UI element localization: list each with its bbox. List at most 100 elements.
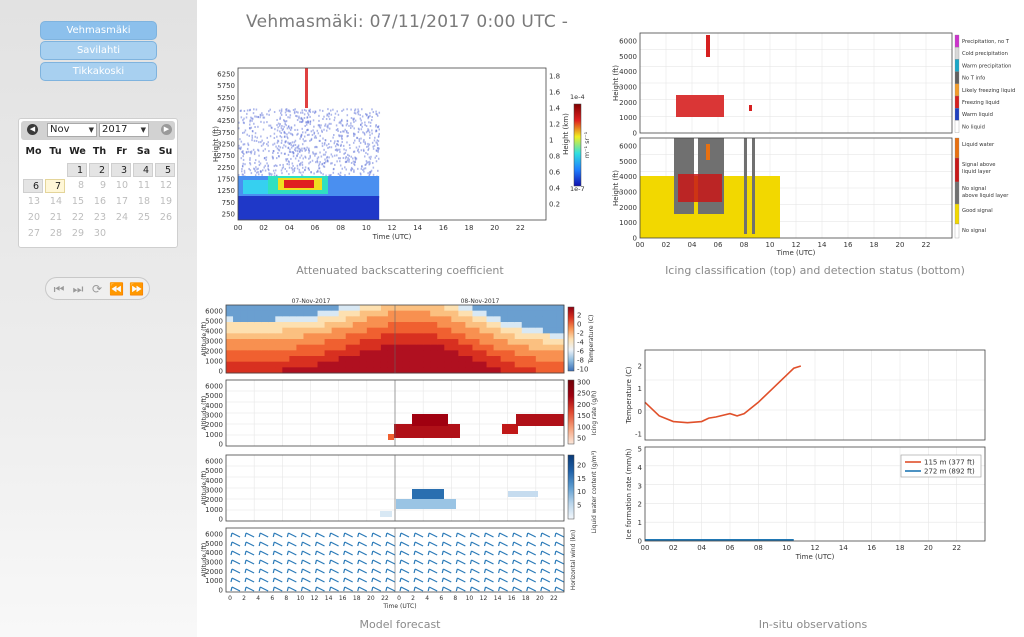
- insitu-xtick-2: 04: [697, 544, 706, 552]
- backscatter-ylabel: Height (ft): [212, 126, 220, 162]
- calendar-day-11[interactable]: 11: [137, 180, 150, 191]
- backscatter-y2tick-2: 1.4: [549, 105, 561, 113]
- forecast-lwc-cbtick-0: 20: [577, 462, 586, 470]
- backscatter-ytick-4: 4250: [217, 117, 235, 125]
- calendar-day-27[interactable]: 27: [27, 228, 40, 239]
- prev-month-icon[interactable]: ◀: [27, 124, 38, 135]
- calendar-day-13[interactable]: 13: [27, 196, 40, 207]
- rewind-icon[interactable]: ⏪: [109, 282, 124, 296]
- site-button-tikkakoski[interactable]: Tikkakoski: [40, 62, 157, 81]
- calendar-day-18[interactable]: 18: [137, 196, 150, 207]
- insitu-xtick-5: 10: [782, 544, 791, 552]
- icing-top-ytick-2: 4000: [619, 68, 637, 76]
- forecast-ytick-0-1: 5000: [205, 318, 223, 326]
- backscatter-precip: [305, 68, 308, 108]
- calendar-day-21[interactable]: 21: [49, 212, 62, 223]
- calendar-day-10[interactable]: 10: [115, 180, 128, 191]
- weekday-su: Su: [158, 146, 173, 157]
- sidebar: Vehmasmäki Savilahti Tikkakoski ◀ Nov ▼ 2…: [0, 0, 197, 637]
- next-icon[interactable]: ⏭: [72, 282, 84, 296]
- backscatter-cb-bottom: 1e-7: [570, 185, 585, 193]
- fast-forward-icon[interactable]: ⏩: [129, 282, 144, 296]
- year-select[interactable]: 2017 ▼: [99, 123, 149, 137]
- calendar-day-17[interactable]: 17: [115, 196, 128, 207]
- forecast-temp-cells: [226, 305, 565, 374]
- backscatter-ytick-9: 1750: [217, 176, 235, 184]
- first-icon[interactable]: ⏮: [53, 282, 65, 296]
- forecast-temp-cbtick-2: -2: [577, 330, 584, 338]
- icing-bottom-legend-swatch-3: [954, 203, 960, 225]
- icing-xtick-9: 18: [870, 241, 879, 249]
- refresh-icon[interactable]: ⟳: [91, 282, 103, 296]
- forecast-xtick-12: 0: [397, 595, 401, 602]
- forecast-xtick-2: 4: [256, 595, 260, 602]
- backscatter-xtick-3: 06: [311, 224, 320, 232]
- insitu-xtick-7: 14: [839, 544, 848, 552]
- calendar-day-29[interactable]: 29: [71, 228, 84, 239]
- insitu-temp-ytick-0: 2: [638, 363, 642, 371]
- calendar-day-12[interactable]: 12: [159, 180, 172, 191]
- weekday-fr: Fr: [116, 146, 127, 157]
- forecast-lwc-cblabel: Liquid water content (g/m³): [591, 451, 598, 534]
- calendar-day-16[interactable]: 16: [93, 196, 106, 207]
- backscatter-xtick-6: 12: [388, 224, 397, 232]
- forecast-xtick-13: 2: [411, 595, 415, 602]
- backscatter-y2tick-4: 1: [549, 137, 553, 145]
- backscatter-ytick-10: 1250: [217, 187, 235, 195]
- forecast-xlabel: Time (UTC): [382, 603, 416, 610]
- forecast-xtick-0: 0: [228, 595, 232, 602]
- backscatter-ytick-0: 6250: [217, 71, 235, 79]
- insitu-xtick-8: 16: [867, 544, 876, 552]
- forecast-icing-cell-2: [412, 414, 448, 426]
- forecast-xtick-19: 14: [494, 595, 502, 602]
- calendar-day-19[interactable]: 19: [159, 196, 172, 207]
- insitu-ice-ytick-0: 5: [638, 446, 642, 454]
- calendar-day-30[interactable]: 30: [93, 228, 106, 239]
- forecast-icing-cell-4: [516, 414, 564, 426]
- calendar-day-20[interactable]: 20: [27, 212, 40, 223]
- forecast-icing-cell-1: [394, 424, 460, 438]
- forecast-lwc-cell-2: [380, 511, 392, 517]
- backscatter-xtick-8: 16: [439, 224, 448, 232]
- calendar-day-25[interactable]: 25: [137, 212, 150, 223]
- site-button-vehmasmaki[interactable]: Vehmasmäki: [40, 21, 157, 40]
- weekday-tu: Tu: [49, 146, 62, 157]
- forecast-lwc-cell-0: [396, 499, 456, 509]
- calendar-day-9[interactable]: 9: [99, 180, 106, 191]
- weekday-we: We: [69, 146, 86, 157]
- calendar-day-2[interactable]: 2: [89, 163, 109, 177]
- backscatter-ytick-8: 2250: [217, 164, 235, 172]
- backscatter-layer-4: [284, 180, 314, 188]
- forecast-xtick-9: 18: [353, 595, 361, 602]
- insitu-temp-ytick-3: -1: [635, 431, 642, 439]
- month-select[interactable]: Nov ▼: [47, 123, 97, 137]
- icing-freezing-liquid: [676, 95, 724, 117]
- forecast-ytick-3-5: 1000: [205, 577, 223, 585]
- forecast-ytick-3-2: 4000: [205, 549, 223, 557]
- forecast-xtick-18: 12: [480, 595, 488, 602]
- insitu-xtick-6: 12: [811, 544, 820, 552]
- next-month-icon[interactable]: ▶: [161, 124, 172, 135]
- icing-bottom-frame: [639, 137, 953, 239]
- calendar-day-22[interactable]: 22: [71, 212, 84, 223]
- forecast-date-1: 08-Nov-2017: [461, 298, 500, 305]
- calendar-day-5[interactable]: 5: [155, 163, 175, 177]
- calendar-day-4[interactable]: 4: [133, 163, 153, 177]
- site-button-savilahti[interactable]: Savilahti: [40, 41, 157, 60]
- calendar-day-28[interactable]: 28: [49, 228, 62, 239]
- calendar-day-23[interactable]: 23: [93, 212, 106, 223]
- calendar-day-24[interactable]: 24: [115, 212, 128, 223]
- calendar-day-6[interactable]: 6: [23, 179, 43, 193]
- calendar-day-3[interactable]: 3: [111, 163, 131, 177]
- forecast-temp-cbtick-1: 0: [577, 321, 581, 329]
- calendar-day-26[interactable]: 26: [159, 212, 172, 223]
- backscatter-xtick-4: 08: [336, 224, 345, 232]
- calendar-day-15[interactable]: 15: [71, 196, 84, 207]
- forecast-ytick-0-2: 4000: [205, 328, 223, 336]
- calendar-day-8[interactable]: 8: [77, 180, 84, 191]
- calendar-day-1[interactable]: 1: [67, 163, 87, 177]
- calendar-day-7[interactable]: 7: [45, 179, 65, 193]
- icing-top-legend-label-0: Precipitation, no T: [962, 39, 1010, 45]
- status-liquid-water: [706, 144, 710, 160]
- calendar-day-14[interactable]: 14: [49, 196, 62, 207]
